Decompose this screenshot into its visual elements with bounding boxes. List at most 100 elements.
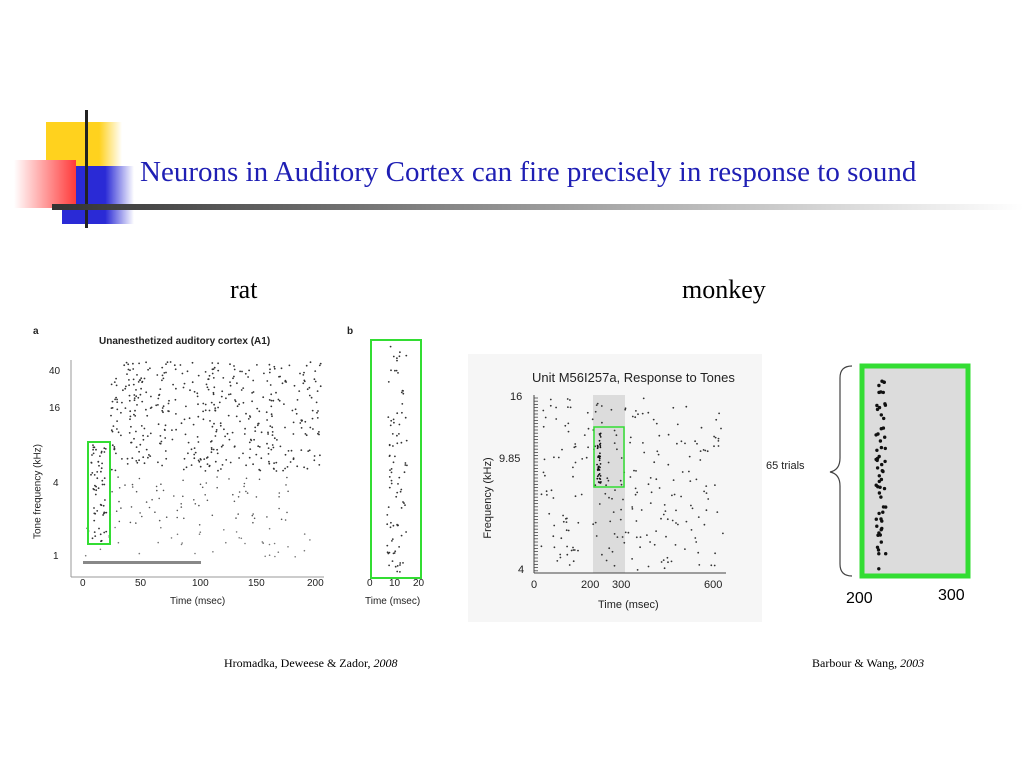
spike-dot [394,455,396,458]
trials-label: 65 trials [766,460,805,472]
raster-dots [540,397,724,571]
spike-dot [876,432,880,436]
spike-dot [143,427,146,430]
spike-dot [881,505,886,509]
spike-dot [131,483,134,486]
spike-dot [566,545,568,548]
spike-dot [160,440,163,443]
spike-dot [209,420,211,422]
inset-window [859,363,971,579]
spike-dot [574,495,577,498]
spike-dot [174,368,177,371]
spike-dot [229,393,232,395]
spike-dot [395,369,398,372]
spike-dot [136,374,138,376]
title-decoration [14,110,1024,228]
spike-dot [204,409,207,412]
spike-dot [566,398,569,400]
spike-dot [135,460,138,462]
spike-dot [249,448,252,450]
spike-dot [213,422,215,425]
figure-a-ytick: 4 [53,478,59,489]
spike-dot [99,503,102,506]
spike-dot [657,453,660,456]
spike-dot [170,537,173,539]
spike-dot [610,408,613,411]
spike-dot [542,471,545,474]
spike-dot [650,491,653,494]
spike-dot [572,560,575,563]
spike-dot [572,546,574,549]
spike-dot [642,397,645,400]
spike-dot [399,562,402,564]
spike-dot [94,512,97,515]
spike-dot [268,462,271,465]
spike-dot [288,364,291,367]
spike-dot [130,506,133,508]
spike-dot [397,483,399,485]
spike-dot [577,549,579,552]
spike-dot [129,410,132,413]
spike-dot [197,459,200,462]
spike-dot [637,413,639,416]
spike-dot [244,542,246,545]
spike-dot [147,368,149,371]
spike-dot [271,444,274,446]
spike-dot [93,488,96,491]
spike-dot [232,377,234,380]
spike-dot [878,439,883,443]
spike-dot [277,398,280,401]
spike-dot [607,461,610,464]
spike-dot [155,485,158,488]
spike-dot [620,508,622,511]
spike-dot [240,389,243,391]
spike-dot [313,459,316,462]
spike-dot [145,361,147,364]
spike-dot [615,434,618,437]
figure-a-label: a [33,326,39,337]
inset-xtick-200: 200 [846,590,873,607]
spike-dot [273,367,276,370]
spike-dot [705,509,708,512]
spike-dot [164,450,167,452]
spike-dot [237,513,239,515]
spike-dot [157,461,159,464]
spike-dot [690,529,693,531]
spike-dot [92,444,94,446]
raster-dots [386,345,408,573]
monkey-xlabel: Time (msec) [598,599,659,611]
spike-dot [882,416,886,421]
spike-dot [594,484,597,487]
spike-dot [609,520,612,523]
spike-dot [120,507,122,509]
spike-dot [197,441,200,443]
spike-dot [121,401,123,404]
spike-dot [151,498,153,501]
spike-dot [635,520,638,522]
spike-dot [635,536,638,539]
figure-a-title: Unanesthetized auditory cortex (A1) [99,336,271,347]
spike-dot [162,377,165,380]
spike-dot [130,441,133,444]
spike-dot [270,448,273,451]
spike-dot [400,441,403,444]
spike-dot [606,477,609,480]
spike-dot [875,407,880,412]
spike-dot [552,497,555,499]
spike-dot [145,448,148,451]
spike-dot [877,511,881,516]
spike-dot [633,469,635,472]
spike-dot [284,453,287,456]
figure-a-ylabel: Tone frequency (kHz) [32,443,44,540]
spike-dot [94,535,97,537]
spike-dot [131,486,134,488]
spike-dot [225,397,227,400]
spike-dot [148,454,150,456]
spike-dot [162,405,165,408]
spike-dot [388,564,390,567]
spike-dot [252,521,254,524]
spike-dot [620,483,623,486]
spike-dot [394,550,397,553]
spike-dot [206,499,209,502]
spike-dot [238,457,241,459]
